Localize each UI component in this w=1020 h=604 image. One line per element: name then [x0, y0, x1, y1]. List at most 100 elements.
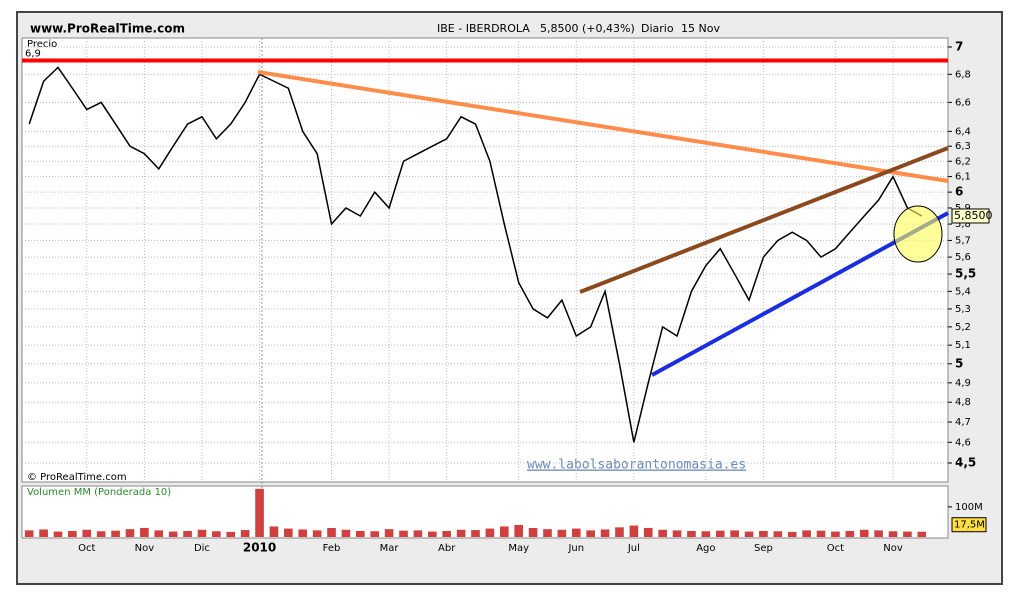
y-tick-label: 5,3 [955, 304, 971, 315]
volume-bar [384, 529, 394, 537]
x-tick-label: Feb [323, 543, 341, 554]
x-tick-label: Nov [135, 543, 155, 554]
period: Diario [641, 22, 674, 35]
volume-bar [82, 529, 92, 537]
volume-bar [600, 529, 610, 537]
volume-bar [212, 531, 221, 537]
x-tick-label: May [508, 543, 529, 554]
y-tick-label: 5,4 [955, 286, 971, 297]
date: 15 Nov [681, 22, 720, 35]
volume-bar [255, 488, 264, 537]
volume-bar [168, 531, 178, 537]
volume-bar [125, 529, 135, 537]
y-tick-label: 5,5 [955, 267, 976, 281]
y-tick-label: 5,8 [955, 219, 971, 230]
volume-bar [571, 528, 581, 537]
x-tick-label: Ago [696, 543, 715, 554]
volume-bar [356, 530, 365, 537]
price-line [28, 66, 923, 443]
y-tick-label: 6 [955, 185, 963, 199]
x-tick-label: Oct [78, 543, 95, 554]
volume-bar [183, 530, 192, 537]
volume-bar [787, 531, 797, 537]
plot: 7 6,8 6,6 6,4 6,3 6,2 6,1 6 5,9 5,8 5,7 5,6 5,5 5,4 5,… [22, 38, 993, 555]
x-tick-label: Abr [438, 543, 456, 554]
volume-bar [816, 530, 826, 537]
volume-bar [485, 528, 495, 537]
quote: 5,8500 (+0,43%) [540, 22, 635, 35]
y-tick-label: 6,3 [955, 141, 971, 152]
volume-bar [341, 529, 351, 537]
volume-bar [701, 531, 711, 537]
volume-bar [802, 530, 811, 537]
resistance-trendline [257, 70, 949, 183]
y-tick-label: 5 [955, 356, 963, 370]
volume-bar [528, 527, 538, 537]
x-tick-label: Dic [194, 543, 210, 554]
y-tick-label: 6,1 [955, 172, 971, 183]
volume-bar [845, 530, 855, 537]
y-tick-label: 6,8 [955, 69, 971, 80]
site: www.ProRealTime.com [30, 22, 185, 36]
volume-bar [39, 529, 48, 537]
volume-bar [399, 530, 408, 537]
x-tick-label: Jul [627, 543, 640, 554]
volume-bar [715, 530, 725, 537]
volume-bar [111, 530, 120, 537]
volume-bar [658, 529, 667, 537]
volume-bar [226, 531, 236, 537]
volume-bar [269, 526, 279, 537]
copyright: © ProRealTime.com [27, 472, 127, 483]
x-tick-label: Sep [754, 543, 773, 554]
volume-bar [327, 527, 336, 537]
y-tick-label: 5,2 [955, 322, 971, 333]
volume-bar [773, 531, 783, 537]
y-tick-label: 6,6 [955, 97, 971, 108]
y-tick-label: 6,2 [955, 156, 971, 167]
volume-bar [53, 531, 63, 537]
volume-bar [615, 527, 624, 537]
volume-bar [903, 531, 912, 537]
volume-bar [413, 530, 423, 537]
last-volume-label: 17,5M [954, 520, 985, 531]
volume-bar [370, 531, 380, 537]
reference-label: 6,9 [25, 49, 41, 60]
volume-bar [859, 529, 869, 537]
last-price-label: 5,8500 [954, 209, 993, 222]
volume-bar [197, 529, 207, 537]
volume-bar [471, 530, 480, 537]
volume-panel [21, 485, 949, 539]
volume-bar [687, 530, 696, 537]
x-tick-label: 2010 [243, 541, 276, 555]
volume-bar [672, 530, 682, 537]
highlight-circle [893, 205, 943, 263]
volume-bar [730, 530, 739, 537]
volume-bar [744, 531, 754, 537]
x-tick-label: Jun [567, 543, 584, 554]
price-label: Precio [27, 39, 57, 50]
volume-tick-label: 100M [955, 502, 983, 513]
volume-bar [499, 526, 509, 537]
volume-bar [543, 529, 552, 537]
y-tick-label: 4,5 [955, 456, 976, 470]
y-tick-label: 5,1 [955, 340, 971, 351]
title: IBE - IBERDROLA [437, 22, 530, 35]
volume-bar [888, 531, 898, 537]
volume-bar [284, 528, 293, 537]
last-price-box [951, 208, 990, 224]
y-tick-label: 5,9 [955, 203, 971, 214]
volume-bar [557, 529, 567, 537]
volume-bar [68, 530, 77, 537]
x-tick-label: Nov [883, 543, 903, 554]
y-tick-label: 4,6 [955, 437, 971, 448]
volume-bar [298, 529, 308, 537]
y-tick-label: 6,4 [955, 126, 971, 137]
channel-top-trendline [579, 146, 949, 294]
volume-bar [456, 529, 466, 537]
x-tick-label: Oct [827, 543, 844, 554]
watermark: www.labolsaborantonomasia.es [527, 458, 746, 473]
volume-bar [154, 530, 164, 537]
volume-bar [140, 527, 149, 537]
volume-bar [917, 531, 927, 537]
y-tick-label: 4,9 [955, 378, 971, 389]
